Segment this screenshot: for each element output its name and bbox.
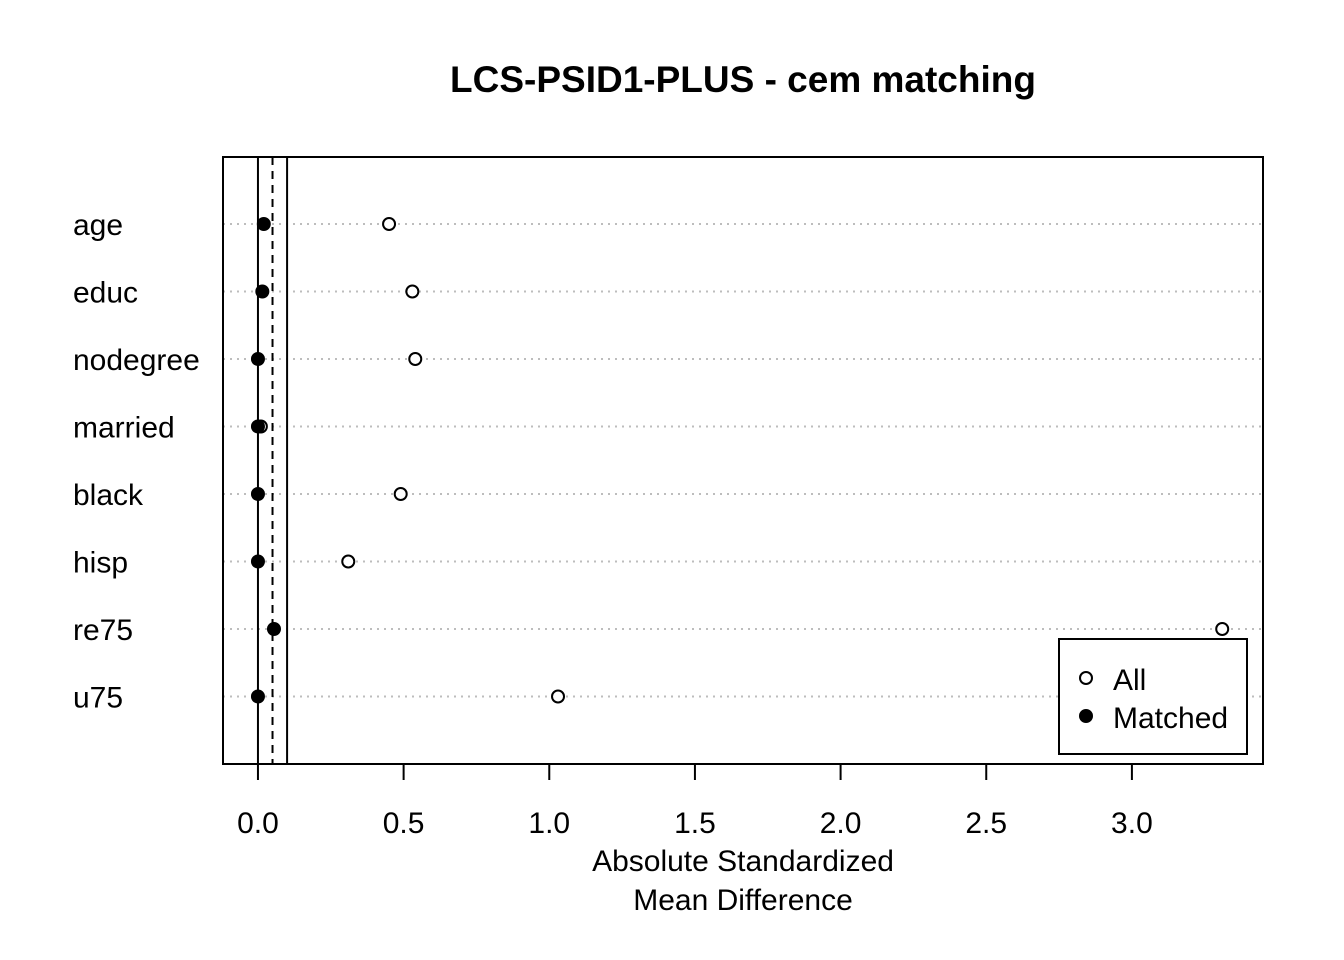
y-axis-labels: age educ nodegree married black hisp re75 u75 bbox=[73, 209, 200, 715]
point-matched-married bbox=[250, 419, 265, 434]
point-all-nodegree bbox=[408, 352, 423, 366]
y-label-age: age bbox=[73, 209, 123, 242]
legend-label-all: All bbox=[1113, 664, 1146, 697]
point-matched-nodegree bbox=[250, 352, 265, 366]
point-matched-age bbox=[256, 217, 271, 231]
point-all-u75 bbox=[551, 689, 566, 704]
y-label-hisp: hisp bbox=[73, 547, 128, 580]
point-all-age bbox=[382, 217, 397, 231]
x-tick-label-2: 1.0 bbox=[528, 807, 570, 840]
x-axis-label-line-1: Absolute Standardized bbox=[592, 845, 894, 878]
y-label-married: married bbox=[73, 412, 175, 445]
point-matched-black bbox=[250, 487, 265, 501]
point-all-re75 bbox=[1215, 622, 1230, 636]
x-tick-label-1: 0.5 bbox=[383, 807, 425, 840]
x-tick-label-5: 2.5 bbox=[965, 807, 1007, 840]
y-label-u75: u75 bbox=[73, 682, 123, 715]
point-all-black bbox=[393, 487, 408, 501]
point-matched-hisp bbox=[250, 554, 265, 569]
y-label-nodegree: nodegree bbox=[73, 344, 200, 377]
legend-label-matched: Matched bbox=[1113, 702, 1228, 735]
point-matched-educ bbox=[255, 284, 270, 299]
y-label-black: black bbox=[73, 479, 144, 512]
data-points bbox=[250, 217, 1230, 704]
x-tick-label-6: 3.0 bbox=[1111, 807, 1153, 840]
x-axis-label: Absolute Standardized Mean Difference bbox=[592, 845, 894, 917]
x-tick-label-0: 0.0 bbox=[237, 807, 279, 840]
point-all-educ bbox=[405, 284, 420, 299]
x-tick-label-3: 1.5 bbox=[674, 807, 716, 840]
x-axis: 0.0 0.5 1.0 1.5 2.0 2.5 3.0 bbox=[237, 763, 1153, 840]
legend-box bbox=[1058, 638, 1248, 755]
grid-lines bbox=[223, 223, 1263, 698]
legend-marker-all bbox=[1079, 671, 1093, 685]
point-matched-u75 bbox=[250, 689, 265, 704]
y-label-educ: educ bbox=[73, 277, 138, 310]
chart-title: LCS-PSID1-PLUS - cem matching bbox=[450, 59, 1036, 100]
x-axis-label-line-2: Mean Difference bbox=[633, 884, 853, 917]
legend: All Matched bbox=[1058, 638, 1248, 755]
point-matched-re75 bbox=[266, 622, 281, 636]
reference-lines bbox=[256, 157, 289, 764]
y-label-re75: re75 bbox=[73, 614, 133, 647]
x-tick-label-4: 2.0 bbox=[820, 807, 862, 840]
point-all-hisp bbox=[341, 554, 356, 569]
legend-marker-matched bbox=[1079, 709, 1093, 723]
